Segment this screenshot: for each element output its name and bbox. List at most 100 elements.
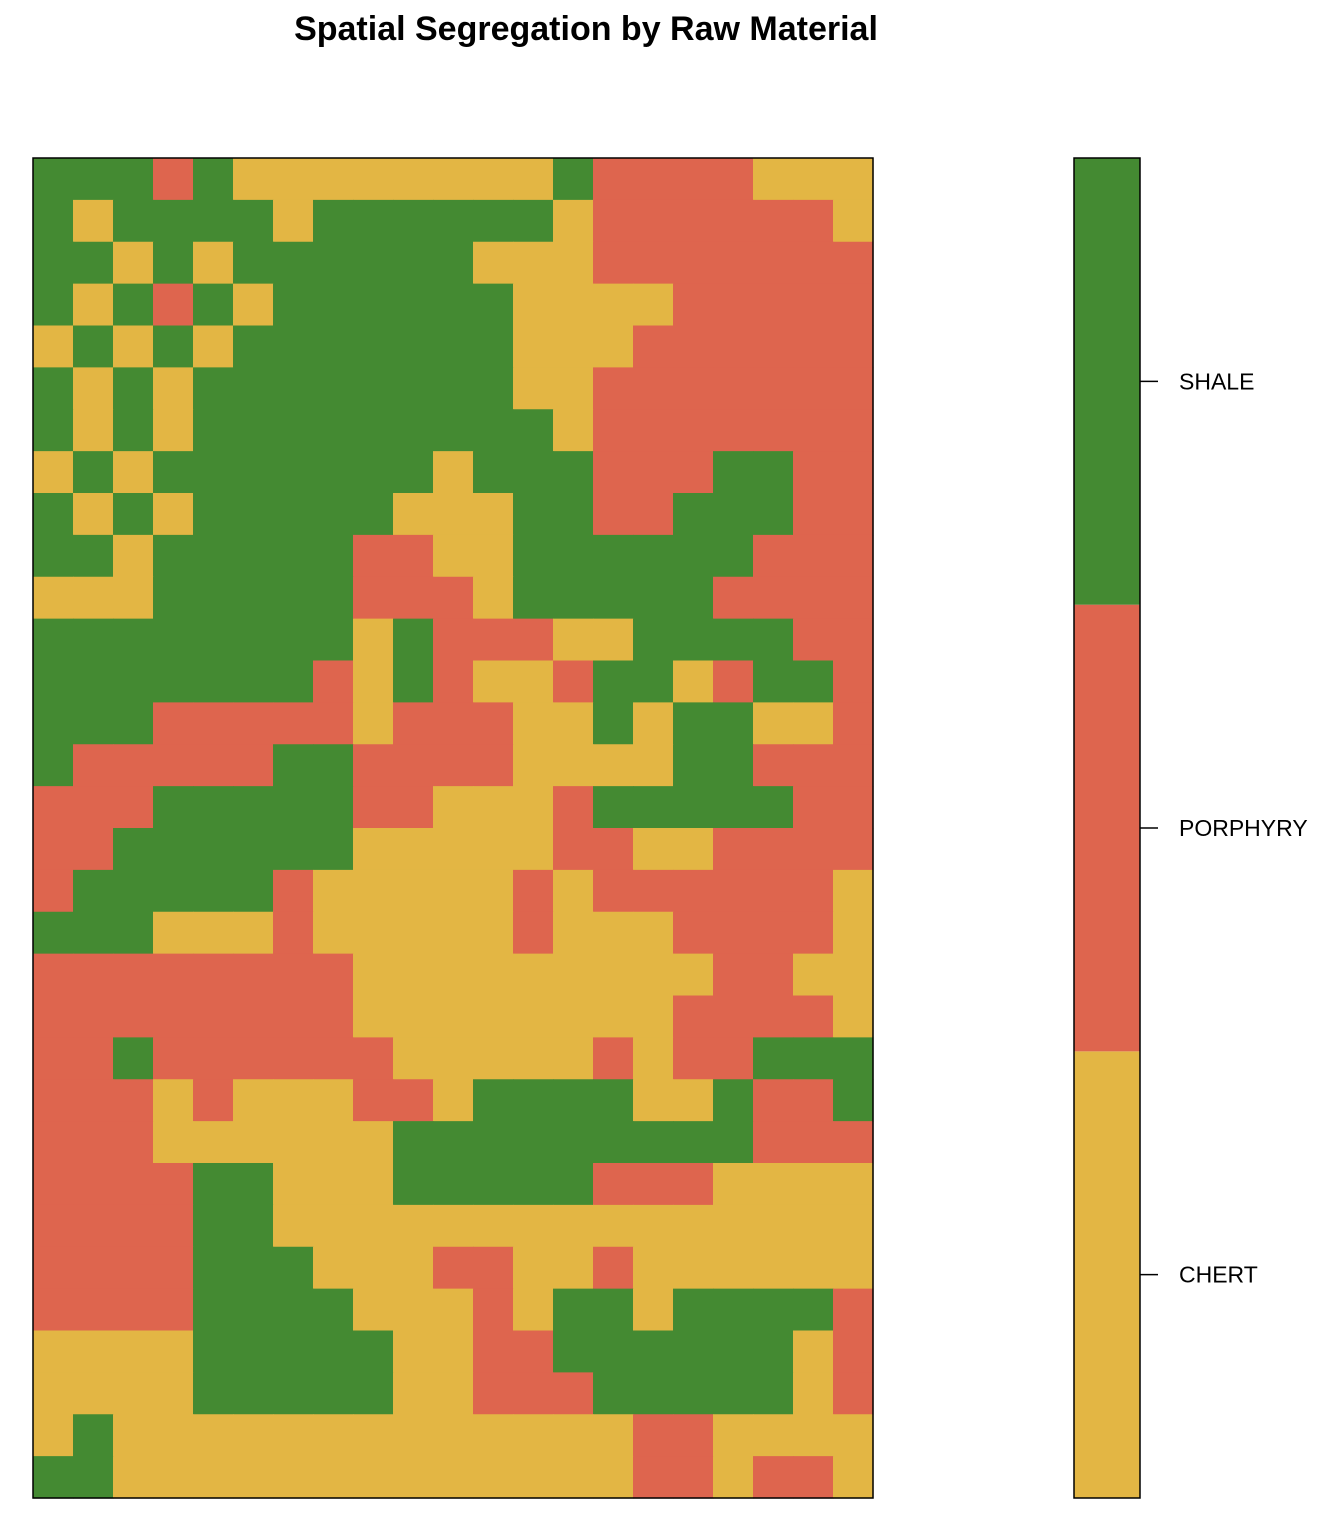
map-cell <box>393 409 434 452</box>
map-cell <box>193 1163 234 1206</box>
map-cell <box>473 199 514 243</box>
map-cell <box>113 199 154 243</box>
map-cell <box>33 451 74 494</box>
map-cell <box>793 493 834 536</box>
map-cell <box>233 534 274 578</box>
map-cell <box>353 409 394 452</box>
map-cell <box>273 1163 314 1206</box>
color-key-band <box>1074 604 1140 1052</box>
map-cell <box>433 744 474 787</box>
map-cell <box>833 1456 874 1499</box>
map-cell <box>233 493 274 536</box>
map-cell <box>513 1414 554 1457</box>
map-cell <box>353 953 394 997</box>
map-cell <box>33 367 74 410</box>
map-cell <box>473 1204 514 1248</box>
map-cell <box>33 660 74 703</box>
map-cell <box>593 869 634 913</box>
map-cell <box>113 1163 154 1206</box>
map-cell <box>753 995 794 1038</box>
map-cell <box>393 1456 434 1499</box>
map-cell <box>73 1330 114 1373</box>
map-cell <box>473 1246 514 1290</box>
map-cell <box>113 1246 154 1290</box>
map-cell <box>313 534 354 578</box>
map-cell <box>113 576 154 620</box>
map-cell <box>273 158 314 201</box>
map-cell <box>273 828 314 871</box>
map-cell <box>593 1330 634 1373</box>
map-cell <box>633 995 674 1038</box>
map-cell <box>313 1121 354 1164</box>
map-cell <box>233 199 274 243</box>
map-cell <box>433 367 474 410</box>
map-cell <box>673 576 714 620</box>
map-cell <box>273 1204 314 1248</box>
map-cell <box>753 1163 794 1206</box>
map-cell <box>673 367 714 410</box>
map-cell <box>553 786 594 829</box>
map-cell <box>473 618 514 662</box>
map-cell <box>273 1372 314 1415</box>
map-cell <box>193 576 234 620</box>
map-cell <box>433 1414 474 1457</box>
map-cell <box>353 1079 394 1122</box>
map-cell <box>633 1330 674 1373</box>
map-cell <box>433 1204 474 1248</box>
map-cell <box>713 1037 754 1080</box>
map-cell <box>713 869 754 913</box>
map-cell <box>153 786 194 829</box>
map-cell <box>473 953 514 997</box>
map-cell <box>153 1414 194 1457</box>
map-cell <box>353 1414 394 1457</box>
map-cell <box>793 995 834 1038</box>
map-cell <box>673 241 714 285</box>
map-cell <box>233 660 274 703</box>
map-cell <box>473 534 514 578</box>
map-cell <box>313 702 354 745</box>
map-cell <box>513 367 554 410</box>
map-cell <box>273 911 314 955</box>
map-cell <box>633 283 674 327</box>
map-cell <box>833 953 874 997</box>
map-cell <box>833 702 874 745</box>
map-cell <box>713 660 754 703</box>
map-cell <box>713 995 754 1038</box>
map-cell <box>633 199 674 243</box>
map-cell <box>113 1288 154 1332</box>
map-cell <box>553 1330 594 1373</box>
map-cell <box>673 1330 714 1373</box>
map-cell <box>353 1246 394 1290</box>
map-cell <box>713 786 754 829</box>
map-cell <box>33 1330 74 1373</box>
map-cell <box>193 1121 234 1164</box>
map-cell <box>433 1330 474 1373</box>
map-cell <box>193 409 234 452</box>
map-cell <box>233 451 274 494</box>
map-cell <box>833 367 874 410</box>
map-cell <box>513 828 554 871</box>
map-cell <box>633 828 674 871</box>
map-cell <box>393 995 434 1038</box>
map-cell <box>553 283 594 327</box>
map-cell <box>473 409 514 452</box>
map-cell <box>553 744 594 787</box>
map-cell <box>233 1037 274 1080</box>
map-cell <box>313 953 354 997</box>
map-cell <box>753 1456 794 1499</box>
map-cell <box>73 911 114 955</box>
map-cell <box>633 158 674 201</box>
map-cell <box>33 828 74 871</box>
map-cell <box>833 1414 874 1457</box>
map-cell <box>713 618 754 662</box>
map-cell <box>633 576 674 620</box>
map-cell <box>593 367 634 410</box>
map-cell <box>433 1372 474 1415</box>
map-cell <box>473 367 514 410</box>
map-cell <box>73 702 114 745</box>
map-cell <box>193 493 234 536</box>
color-key-band <box>1074 1051 1140 1498</box>
map-cell <box>73 1204 114 1248</box>
map-cell <box>633 1456 674 1499</box>
map-cell <box>713 1246 754 1290</box>
